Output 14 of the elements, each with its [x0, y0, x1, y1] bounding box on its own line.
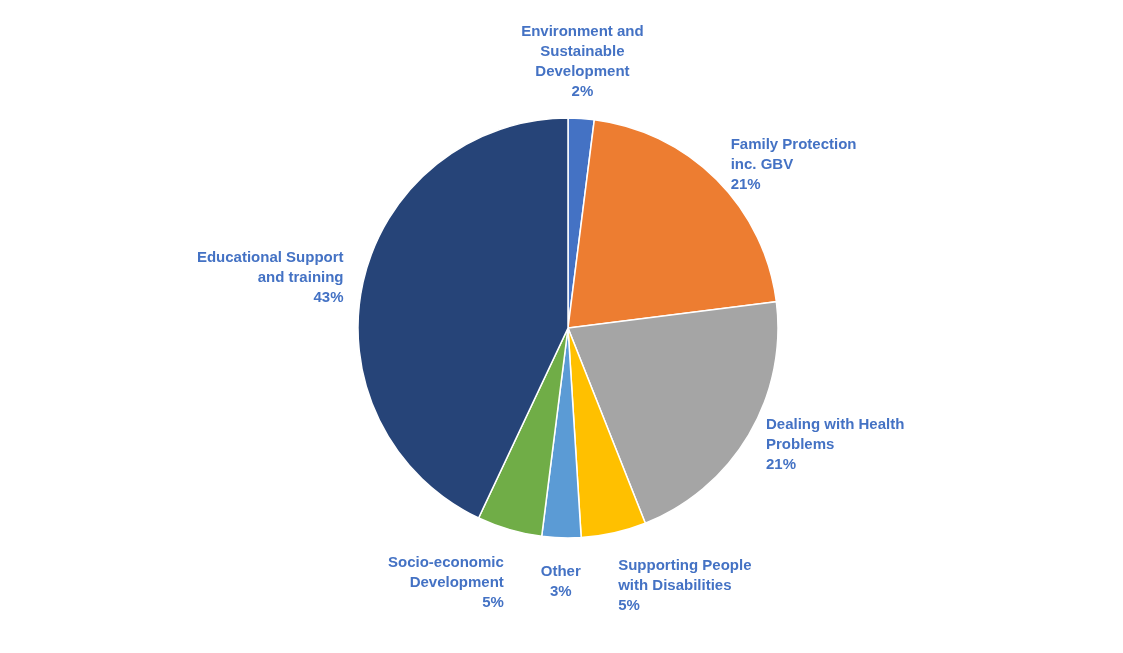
data-label: 5%: [618, 596, 640, 614]
data-label: 5%: [482, 592, 504, 610]
data-label: 43%: [313, 287, 344, 305]
data-label: 3%: [549, 581, 572, 599]
data-label: 21%: [730, 175, 761, 193]
slice-label: Dealing with Health Problems: [765, 415, 905, 453]
slice-label: Socio-economic Development: [387, 552, 504, 590]
slice-label: Supporting People with Disabilities: [617, 556, 752, 594]
data-label: 21%: [765, 455, 796, 473]
data-label: 2%: [571, 82, 594, 100]
slice-label: Educational Support and training: [196, 247, 344, 285]
slice-label: Other: [540, 561, 581, 579]
slice-label: Environment and Sustainable Development: [521, 22, 644, 80]
slice-label: Family Protection inc. GBV: [730, 135, 857, 173]
